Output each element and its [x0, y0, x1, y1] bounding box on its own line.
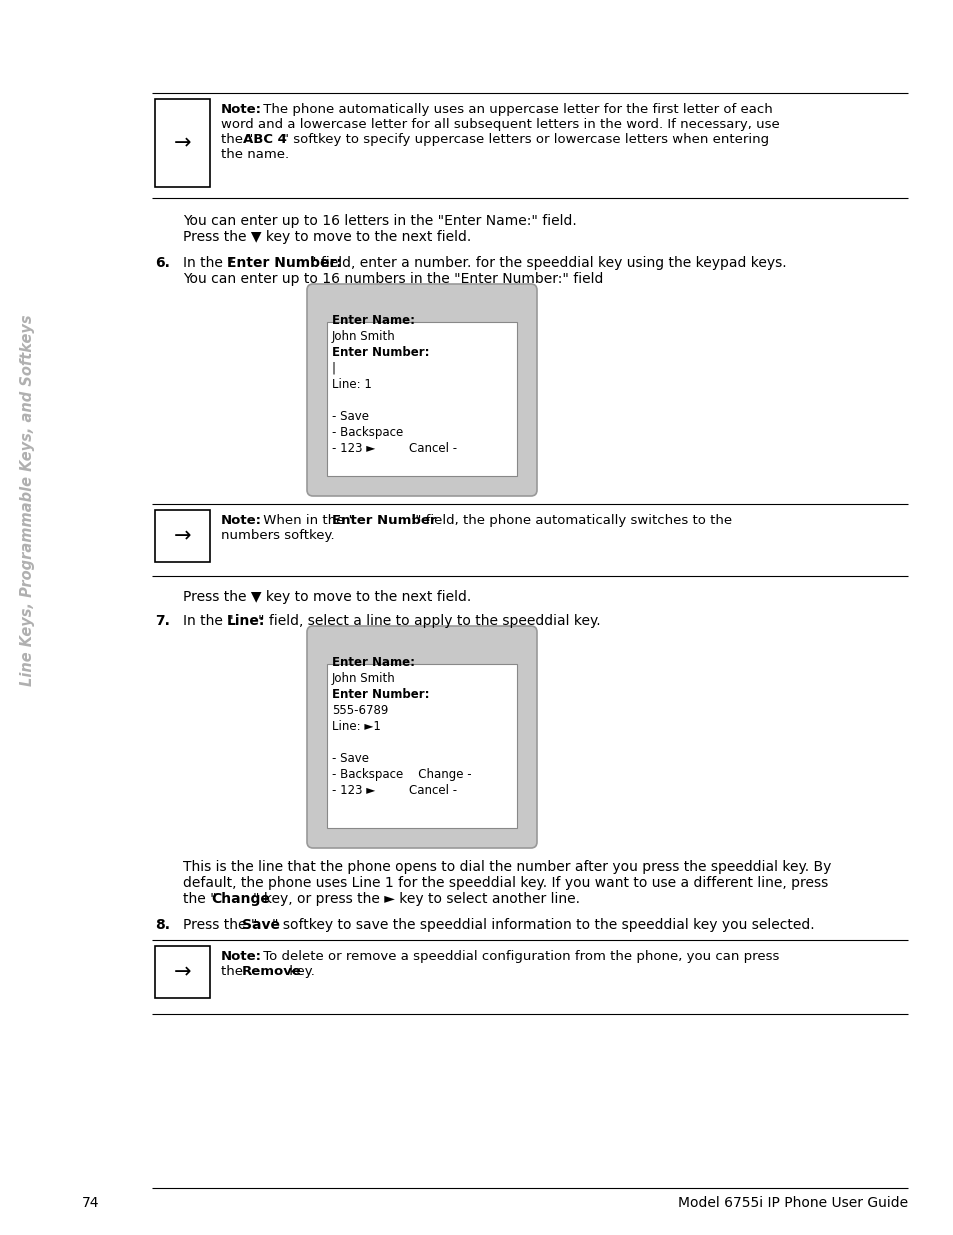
Text: Note:: Note: — [221, 103, 262, 116]
Text: 8.: 8. — [154, 918, 170, 932]
Text: Change: Change — [211, 892, 270, 906]
Text: Enter Name:: Enter Name: — [332, 656, 415, 669]
Text: In the ": In the " — [183, 256, 233, 270]
Text: the ": the " — [221, 133, 253, 146]
Bar — [327, 664, 517, 827]
Text: Note:: Note: — [221, 950, 262, 963]
Text: Enter Number:: Enter Number: — [332, 346, 429, 359]
Text: This is the line that the phone opens to dial the number after you press the spe: This is the line that the phone opens to… — [183, 860, 830, 874]
Bar — [154, 99, 210, 186]
Text: You can enter up to 16 letters in the "Enter Name:" field.: You can enter up to 16 letters in the "E… — [183, 214, 577, 228]
Text: - Save: - Save — [332, 752, 369, 764]
Text: →: → — [173, 133, 191, 153]
Text: Enter Number:: Enter Number: — [227, 256, 341, 270]
Text: John Smith: John Smith — [332, 330, 395, 343]
Text: Enter Number: Enter Number — [332, 514, 436, 527]
Text: the: the — [221, 965, 247, 978]
Text: :" field, the phone automatically switches to the: :" field, the phone automatically switch… — [411, 514, 731, 527]
Text: Enter Name:: Enter Name: — [332, 314, 415, 327]
Text: When in the ": When in the " — [258, 514, 355, 527]
Text: " field, enter a number. for the speeddial key using the keypad keys.: " field, enter a number. for the speeddi… — [310, 256, 786, 270]
Text: |: | — [332, 362, 335, 375]
Text: 7.: 7. — [154, 614, 170, 629]
Bar — [154, 946, 210, 998]
Text: - Backspace: - Backspace — [332, 426, 403, 438]
Text: To delete or remove a speeddial configuration from the phone, you can press: To delete or remove a speeddial configur… — [258, 950, 779, 963]
Text: Line:: Line: — [227, 614, 265, 629]
Text: " softkey to save the speeddial information to the speeddial key you selected.: " softkey to save the speeddial informat… — [272, 918, 814, 932]
Text: Press the ▼ key to move to the next field.: Press the ▼ key to move to the next fiel… — [183, 230, 471, 245]
Text: default, the phone uses Line 1 for the speeddial key. If you want to use a diffe: default, the phone uses Line 1 for the s… — [183, 876, 827, 890]
Text: Save: Save — [242, 918, 280, 932]
FancyBboxPatch shape — [307, 626, 537, 848]
Text: the name.: the name. — [221, 148, 289, 161]
Text: You can enter up to 16 numbers in the "Enter Number:" field: You can enter up to 16 numbers in the "E… — [183, 272, 602, 287]
Text: Remove: Remove — [242, 965, 301, 978]
Text: Model 6755i IP Phone User Guide: Model 6755i IP Phone User Guide — [678, 1195, 907, 1210]
Text: word and a lowercase letter for all subsequent letters in the word. If necessary: word and a lowercase letter for all subs… — [221, 119, 779, 131]
Bar — [154, 510, 210, 562]
Text: Note:: Note: — [221, 514, 262, 527]
Text: - 123 ►         Cancel -: - 123 ► Cancel - — [332, 442, 456, 454]
Text: The phone automatically uses an uppercase letter for the first letter of each: The phone automatically uses an uppercas… — [258, 103, 772, 116]
Text: 6.: 6. — [154, 256, 170, 270]
Text: Line: ►1: Line: ►1 — [332, 720, 380, 734]
Text: the ": the " — [183, 892, 216, 906]
Bar — [327, 322, 517, 475]
Text: key.: key. — [285, 965, 314, 978]
Text: numbers softkey.: numbers softkey. — [221, 529, 335, 542]
Text: In the ": In the " — [183, 614, 233, 629]
Text: 555-6789: 555-6789 — [332, 704, 388, 718]
Text: →: → — [173, 962, 191, 982]
Text: - 123 ►         Cancel -: - 123 ► Cancel - — [332, 784, 456, 797]
Text: Line: 1: Line: 1 — [332, 378, 372, 391]
FancyBboxPatch shape — [307, 284, 537, 496]
Text: Line Keys, Programmable Keys, and Softkeys: Line Keys, Programmable Keys, and Softke… — [20, 314, 35, 685]
Text: →: → — [173, 526, 191, 546]
Text: " key, or press the ► key to select another line.: " key, or press the ► key to select anot… — [253, 892, 579, 906]
Text: Press the ▼ key to move to the next field.: Press the ▼ key to move to the next fiel… — [183, 590, 471, 604]
Text: 74: 74 — [82, 1195, 99, 1210]
Text: - Save: - Save — [332, 410, 369, 424]
Text: " field, select a line to apply to the speeddial key.: " field, select a line to apply to the s… — [257, 614, 600, 629]
Text: Enter Number:: Enter Number: — [332, 688, 429, 701]
Text: - Backspace    Change -: - Backspace Change - — [332, 768, 471, 781]
Text: Press the ": Press the " — [183, 918, 257, 932]
Text: " softkey to specify uppercase letters or lowercase letters when entering: " softkey to specify uppercase letters o… — [283, 133, 768, 146]
Text: John Smith: John Smith — [332, 672, 395, 685]
Text: ABC 4: ABC 4 — [243, 133, 287, 146]
